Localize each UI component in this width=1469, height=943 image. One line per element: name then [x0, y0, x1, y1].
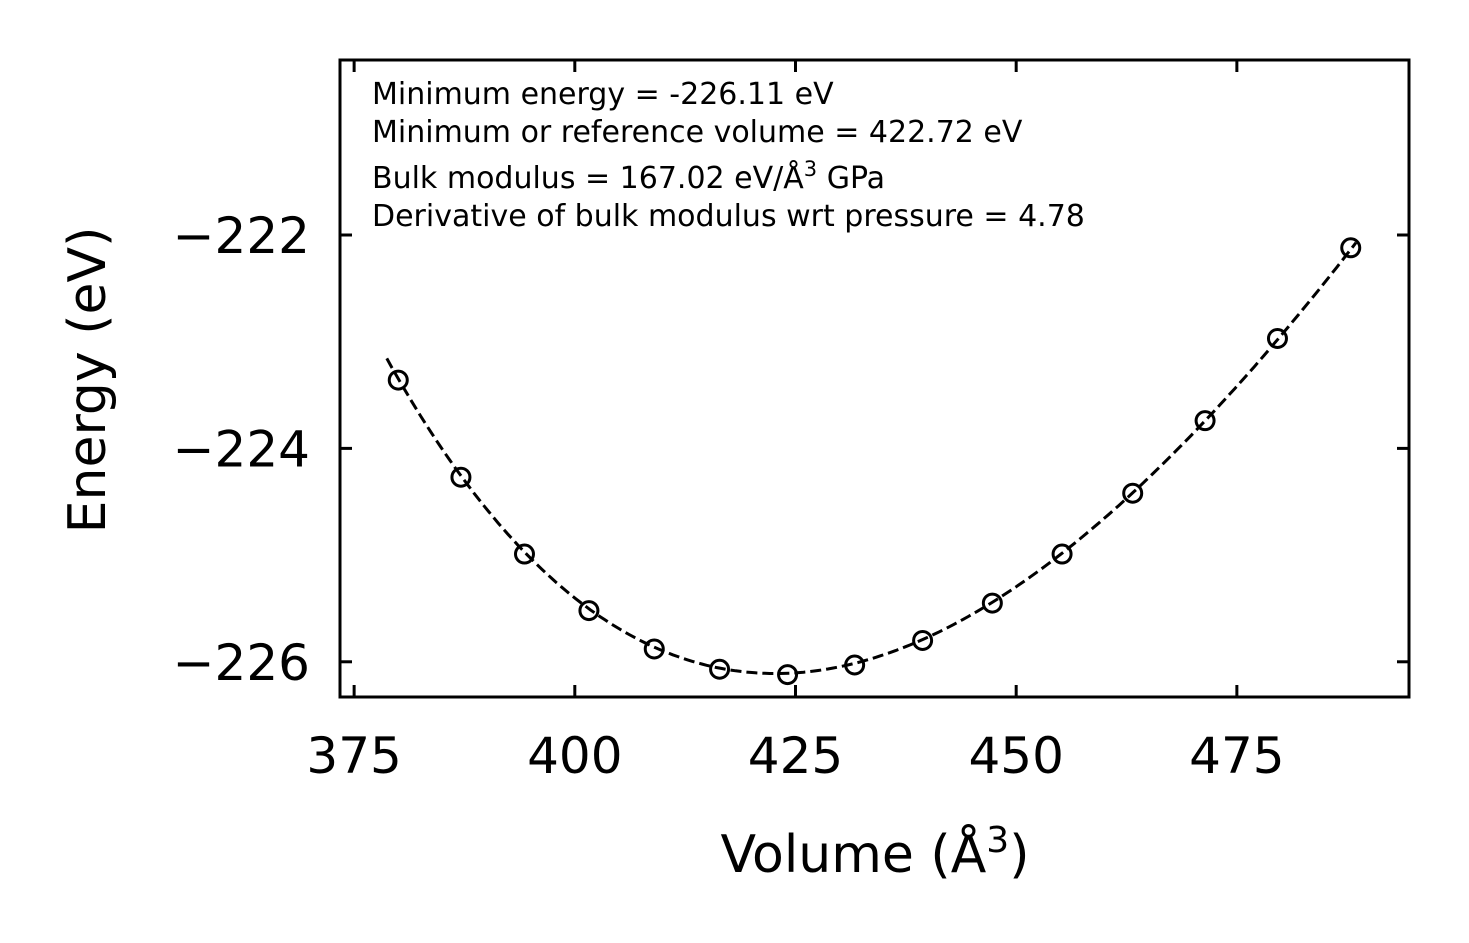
data-point — [1340, 237, 1362, 259]
data-point — [1266, 327, 1288, 349]
data-point — [1051, 543, 1073, 565]
data-point — [1194, 410, 1216, 432]
annotation-bulk-modulus-derivative: Derivative of bulk modulus wrt pressure … — [372, 199, 1085, 234]
x-tick-label: 475 — [1189, 727, 1284, 785]
annotation-min-energy: Minimum energy = -226.11 eV — [372, 77, 834, 112]
fit-curve — [385, 241, 1358, 675]
data-point — [912, 629, 934, 651]
data-point — [387, 369, 409, 391]
annotation-bulk-modulus: Bulk modulus = 167.02 eV/Å3 GPa — [372, 157, 885, 196]
data-point — [643, 638, 665, 660]
y-tick-label: −224 — [173, 420, 310, 478]
ticks-layer: 375 400 425 450 475 −222 −224 −226 — [173, 60, 1409, 785]
data-point — [578, 600, 600, 622]
data-point — [981, 592, 1003, 614]
annotation-bulk-modulus-unit: GPa — [817, 161, 885, 196]
x-axis-label-sup: 3 — [986, 820, 1009, 861]
x-tick-label: 450 — [968, 727, 1063, 785]
y-tick-label: −222 — [173, 207, 310, 265]
x-axis-label-suffix: ) — [1009, 825, 1029, 885]
x-axis-label: Volume (Å3) — [721, 820, 1030, 885]
plot-frame — [338, 58, 1411, 699]
data-point — [1122, 482, 1144, 504]
x-axis-label-text: Volume (Å — [721, 823, 987, 885]
data-point — [777, 664, 799, 686]
data-point — [450, 466, 472, 488]
annotation-bulk-modulus-sup: 3 — [804, 157, 817, 181]
x-tick-label: 375 — [306, 727, 401, 785]
data-points-layer — [387, 237, 1362, 686]
x-tick-label: 400 — [527, 727, 622, 785]
annotation-min-volume: Minimum or reference volume = 422.72 eV — [372, 115, 1023, 150]
annotation-bulk-modulus-text: Bulk modulus = 167.02 eV/Å — [372, 160, 804, 196]
x-tick-label: 425 — [748, 727, 843, 785]
y-tick-label: −226 — [173, 634, 310, 692]
data-point — [844, 654, 866, 676]
data-point — [709, 658, 731, 680]
fit-curve-layer — [385, 241, 1358, 675]
data-point — [513, 543, 535, 565]
y-axis-label: Energy (eV) — [58, 227, 118, 534]
